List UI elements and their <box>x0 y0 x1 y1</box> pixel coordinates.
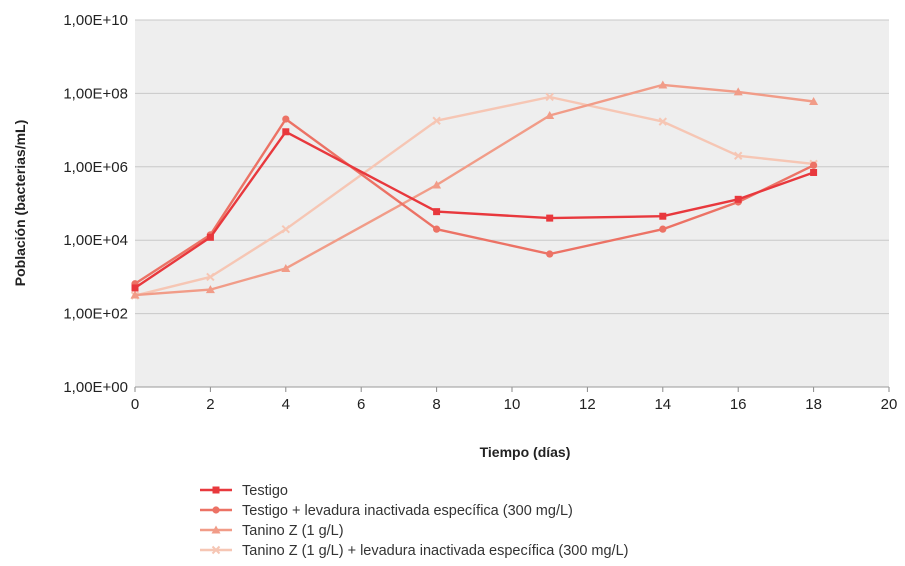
y-axis-title: Población (bacterias/mL) <box>12 120 28 286</box>
data-point <box>281 224 291 234</box>
x-tick-label: 8 <box>432 396 440 413</box>
data-point <box>206 272 215 282</box>
data-point <box>659 225 667 233</box>
data-point <box>282 115 290 123</box>
x-tick-label: 16 <box>730 396 747 413</box>
x-tick-label: 12 <box>579 396 596 413</box>
legend-item: Tanino Z (1 g/L) + levadura inactivada e… <box>200 543 628 559</box>
data-point <box>130 290 140 299</box>
series-line <box>134 117 815 285</box>
plot-area <box>135 20 889 387</box>
legend-item: Testigo + levadura inactivada específica… <box>200 503 573 519</box>
data-point <box>433 225 441 233</box>
legend-item: Testigo <box>200 483 288 499</box>
data-point <box>205 285 215 294</box>
series-line <box>134 83 814 297</box>
series-line <box>134 130 815 289</box>
data-point <box>733 87 743 96</box>
data-point <box>546 214 554 222</box>
legend-marker <box>211 525 221 534</box>
legend-marker <box>212 486 220 494</box>
data-point <box>206 233 214 241</box>
series-layer <box>130 80 819 300</box>
data-point <box>281 263 291 272</box>
y-tick-label: 1,00E+02 <box>63 306 128 323</box>
legend-label: Testigo + levadura inactivada específica… <box>242 503 573 519</box>
x-tick-label: 2 <box>206 396 214 413</box>
y-tick-label: 1,00E+08 <box>63 85 128 102</box>
x-tick-label: 18 <box>805 396 822 413</box>
x-tick-label: 10 <box>504 396 521 413</box>
y-tick-label: 1,00E+06 <box>63 159 128 176</box>
y-axis: 1,00E+00 1,00E+02 1,00E+04 1,00E+06 1,00E+08… <box>63 12 128 396</box>
x-tick-label: 4 <box>282 396 290 413</box>
data-point <box>658 80 668 89</box>
y-tick-label: 1,00E+00 <box>63 379 128 396</box>
x-tick-label: 14 <box>654 396 671 413</box>
legend-label: Tanino Z (1 g/L) + levadura inactivada e… <box>242 543 628 559</box>
data-point <box>432 180 442 189</box>
data-point <box>659 212 667 220</box>
x-tick-label: 20 <box>881 396 898 413</box>
data-point <box>432 116 441 125</box>
legend-label: Testigo <box>242 483 288 499</box>
data-point <box>433 208 441 216</box>
data-point <box>131 284 139 292</box>
data-point <box>658 117 668 126</box>
series-2 <box>130 80 819 299</box>
series-3 <box>130 92 818 300</box>
series-0 <box>131 128 818 292</box>
legend: Testigo Testigo + levadura inactivada esp… <box>200 483 628 559</box>
legend-label: Tanino Z (1 g/L) <box>242 523 344 539</box>
legend-item: Tanino Z (1 g/L) <box>200 523 344 539</box>
data-point <box>545 92 554 102</box>
data-point <box>282 128 290 136</box>
x-axis: 0 2 4 6 8 10 12 14 16 18 20 <box>131 386 898 413</box>
x-axis-title: Tiempo (días) <box>480 444 571 460</box>
x-tick-label: 6 <box>357 396 365 413</box>
series-line <box>134 95 814 297</box>
x-tick-label: 0 <box>131 396 139 413</box>
data-point <box>810 168 818 176</box>
data-point <box>545 110 555 119</box>
data-point <box>734 195 742 203</box>
legend-marker <box>211 545 221 555</box>
data-point <box>810 161 818 169</box>
y-tick-label: 1,00E+10 <box>63 12 128 29</box>
y-tick-label: 1,00E+04 <box>63 232 128 249</box>
legend-marker <box>212 506 220 514</box>
data-point <box>809 97 819 106</box>
data-point <box>733 151 743 160</box>
data-point <box>546 250 554 258</box>
